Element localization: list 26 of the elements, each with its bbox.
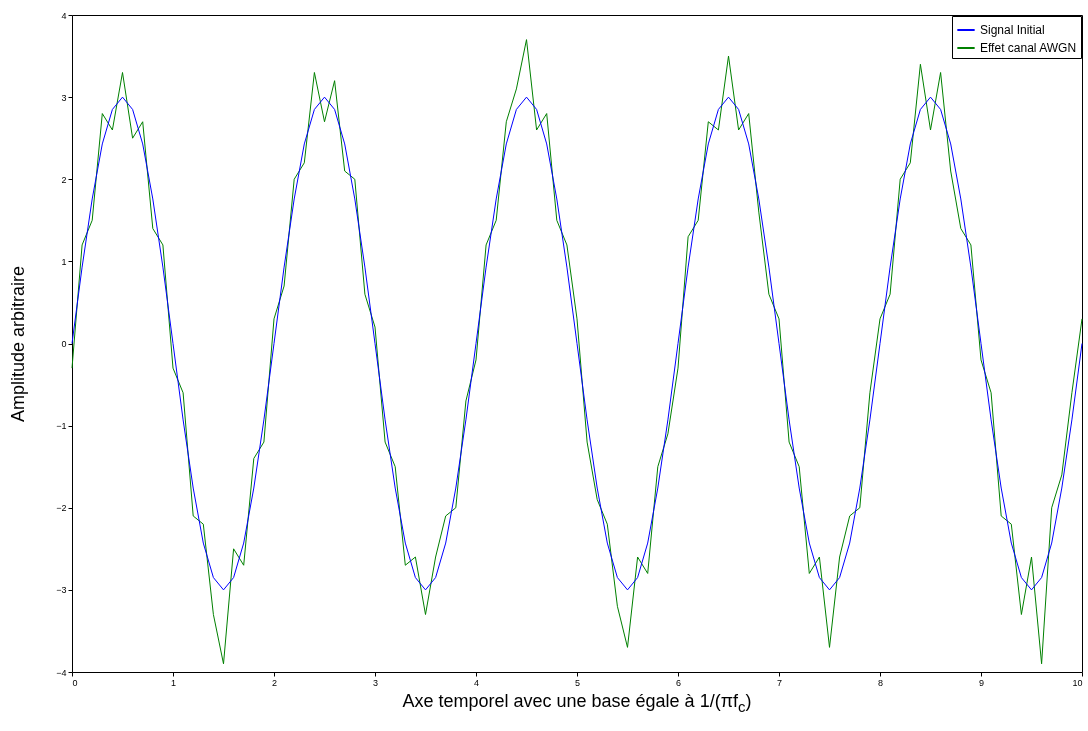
y-tick-label: 0 [61,339,67,349]
x-tick-label: 3 [372,677,379,688]
x-tick-label: 7 [776,677,783,688]
legend-label: Effet canal AWGN [980,41,1077,55]
x-axis-title: Axe temporel avec une base égale à 1/(πf$_{c}$) [401,691,753,715]
y-tick-label: −1 [56,421,67,432]
x-tick-label: 6 [675,677,682,688]
y-axis-title: Amplitude arbitraire [8,265,29,423]
line-series [71,39,1083,665]
x-tick-label: 8 [877,677,884,688]
y-tick-label: 3 [61,92,67,103]
x-tick-label: 0 [72,677,78,688]
x-tick-label: 10 [1072,677,1083,688]
y-tick-label: 4 [61,10,67,21]
x-tick-label: 9 [978,677,985,688]
y-tick-label: 1 [61,256,67,267]
y-tick-label: 2 [61,174,67,185]
y-tick-label: −4 [56,667,67,678]
y-tick-label: −3 [56,585,67,596]
line-series [71,96,1083,591]
legend-label: Signal Initial [980,23,1045,37]
x-tick-label: 2 [271,677,278,688]
x-tick-label: 5 [574,677,581,688]
x-tick-label: 4 [473,677,480,688]
x-tick-label: 1 [170,677,177,688]
y-tick-label: −2 [56,503,67,514]
